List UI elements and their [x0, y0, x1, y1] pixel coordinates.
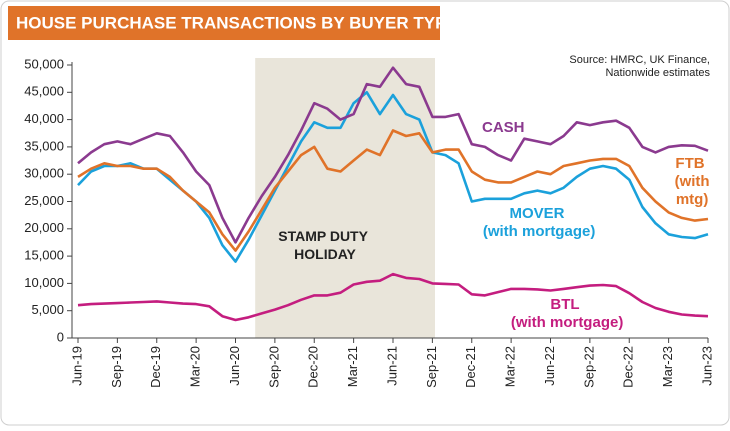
x-tick-label: Dec-20 — [306, 346, 321, 388]
series-line — [77, 272, 709, 322]
series-line — [77, 66, 709, 244]
x-tick-label: Mar-20 — [188, 346, 203, 387]
x-tick-label: Sep-20 — [266, 346, 281, 388]
x-tick-label: Mar-23 — [660, 346, 675, 387]
x-tick-label: Jun-20 — [227, 346, 242, 386]
x-tick-label: Jun-21 — [384, 346, 399, 386]
y-tick-label: 10,000 — [24, 275, 64, 290]
y-tick-label: 20,000 — [24, 220, 64, 235]
x-tick-label: Dec-21 — [463, 346, 478, 388]
x-tick-label: Dec-19 — [148, 346, 163, 388]
y-tick-label: 30,000 — [24, 166, 64, 181]
x-tick-label: Jun-19 — [69, 346, 84, 386]
y-tick-label: 40,000 — [24, 111, 64, 126]
y-tick-label: 15,000 — [24, 248, 64, 263]
y-tick-label: 25,000 — [24, 193, 64, 208]
series-label: CASH — [482, 119, 525, 136]
x-tick-label: Mar-21 — [345, 346, 360, 387]
x-tick-label: Jun-23 — [699, 346, 714, 386]
x-tick-label: Dec-22 — [621, 346, 636, 388]
series-label: FTB (with mtg) — [670, 155, 709, 208]
title-banner — [8, 6, 440, 40]
chart-title: HOUSE PURCHASE TRANSACTIONS BY BUYER TYP… — [16, 13, 458, 32]
x-tick-label: Jun-22 — [542, 346, 557, 386]
x-tick-label: Sep-21 — [424, 346, 439, 388]
x-tick-label: Sep-19 — [109, 346, 124, 388]
shaded-span — [255, 58, 435, 338]
series-label: MOVER (with mortgage) — [479, 205, 596, 240]
y-tick-label: 0 — [57, 329, 64, 344]
y-tick-label: 50,000 — [24, 56, 64, 71]
x-tick-label: Sep-22 — [581, 346, 596, 388]
series-label: BTL (with mortgage) — [507, 296, 624, 331]
series-line — [77, 129, 709, 252]
source-note: Source: HMRC, UK Finance, Nationwide est… — [569, 54, 710, 79]
y-tick-label: 5,000 — [31, 302, 64, 317]
span-annotation: STAMP DUTY HOLIDAY — [278, 228, 368, 262]
y-tick-label: 35,000 — [24, 138, 64, 153]
x-tick-label: Mar-22 — [503, 346, 518, 387]
y-tick-label: 45,000 — [24, 84, 64, 99]
